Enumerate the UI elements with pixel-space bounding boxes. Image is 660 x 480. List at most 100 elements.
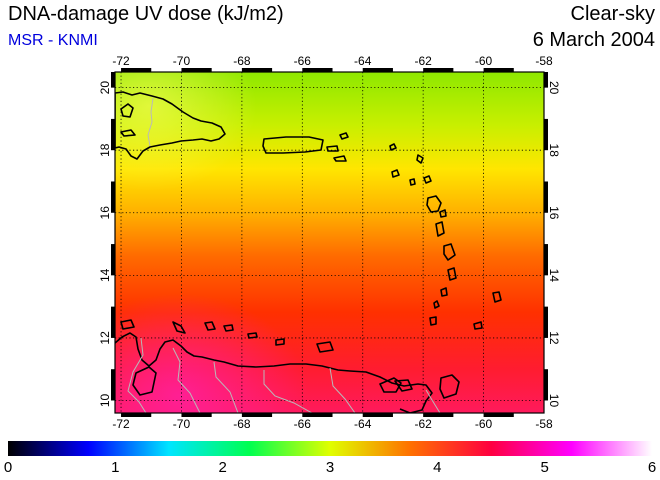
coastline-venezuela <box>115 332 433 413</box>
left-latitude-label: 18 <box>98 143 112 157</box>
island-saint-lucia <box>447 267 457 281</box>
right-latitude-label: 10 <box>547 394 561 408</box>
bottom-frame-check <box>423 413 454 417</box>
top-frame-check <box>241 68 273 72</box>
right-frame-check <box>544 244 548 276</box>
bottom-longitude-label: -58 <box>535 417 553 431</box>
left-latitude-label: 20 <box>98 81 112 95</box>
colorbar-tick-label: 1 <box>111 459 120 476</box>
island-barbuda <box>416 154 424 164</box>
island-barbados <box>492 291 502 303</box>
left-frame-check <box>111 118 115 151</box>
top-longitude-label: -68 <box>233 54 251 68</box>
top-longitude-label: -62 <box>414 54 432 68</box>
island-grenadines <box>433 300 440 309</box>
date-label: 6 March 2004 <box>532 29 655 51</box>
border-venezuela-states-3 <box>263 370 313 413</box>
top-frame-check <box>121 68 152 72</box>
left-latitude-label: 16 <box>98 206 112 220</box>
right-latitude-label: 18 <box>547 144 561 158</box>
bottom-frame-check <box>181 413 212 417</box>
colorbar-tick-label: 0 <box>3 459 13 476</box>
island-tobago <box>473 321 483 330</box>
right-frame-check <box>544 181 548 213</box>
bottom-longitude-label: -70 <box>173 417 191 431</box>
left-frame-check <box>111 306 115 338</box>
coastlines <box>115 91 502 413</box>
map-title: DNA-damage UV dose (kJ/m2) <box>8 3 284 25</box>
colorbar-tick-label: 5 <box>540 459 549 476</box>
uv-dose-colorbar <box>8 441 652 456</box>
island-martinique <box>443 243 456 261</box>
bottom-longitude-label: -64 <box>354 417 372 431</box>
colorbar-tick-label: 2 <box>218 459 227 476</box>
bottom-frame-check <box>483 413 514 417</box>
border-venezuela-states-2 <box>213 361 239 413</box>
map-frame-ticks <box>111 68 548 417</box>
left-frame-check <box>111 244 115 276</box>
left-latitude-label: 14 <box>98 268 112 282</box>
border-venezuela-states <box>172 347 201 413</box>
top-longitude-label: -60 <box>475 54 493 68</box>
bottom-frame-check <box>121 413 152 417</box>
left-frame-check <box>111 181 115 213</box>
right-latitude-label: 12 <box>547 331 561 345</box>
borders <box>127 97 441 413</box>
island-saint-vincent <box>440 287 448 297</box>
graticule <box>115 72 544 413</box>
left-frame-check <box>111 72 115 88</box>
colorbar-tick-label: 4 <box>433 459 442 476</box>
island-virgin-islands-north <box>339 132 349 140</box>
right-latitude-label: 20 <box>547 81 561 95</box>
island-la-orchila <box>247 332 258 339</box>
island-virgin-islands <box>333 155 347 162</box>
border-haiti-dominican-republic <box>147 97 154 147</box>
border-venezuela-states-4 <box>329 367 356 413</box>
producer-label: MSR - KNMI <box>8 32 98 49</box>
uv-dose-map: -72 -72 -70 -70 -68 -68 -66 -66 -64 -64 -62 -62 -60 -… <box>98 54 561 431</box>
island-bonaire <box>204 321 216 331</box>
right-frame-check <box>544 72 548 88</box>
left-latitude-label: 12 <box>98 331 112 345</box>
right-frame-check <box>544 369 548 401</box>
coastline-orinoco-delta <box>394 379 413 392</box>
left-frame-check <box>111 369 115 401</box>
island-antigua <box>423 175 432 184</box>
island-margarita <box>316 341 334 353</box>
island-gonave <box>120 129 136 137</box>
bottom-longitude-label: -68 <box>233 417 251 431</box>
top-longitude-label: -70 <box>173 54 191 68</box>
top-frame-check <box>302 68 333 72</box>
island-curacao <box>172 321 186 334</box>
colorbar-gradient <box>8 441 652 456</box>
right-latitude-label: 16 <box>547 206 561 220</box>
island-la-blanquilla <box>275 338 285 346</box>
coastline-paria-peninsula <box>379 377 402 393</box>
colorbar-tick-label: 6 <box>647 459 657 476</box>
bottom-longitude-label: -72 <box>112 417 130 431</box>
island-trinidad <box>439 374 460 399</box>
colorbar-tick-label: 3 <box>325 459 335 476</box>
bottom-longitude-label: -60 <box>475 417 493 431</box>
island-grenada <box>429 316 437 326</box>
coordinate-tick-labels: -72 -72 -70 -70 -68 -68 -66 -66 -64 -64 -62 -62 -60 -… <box>98 54 561 431</box>
coastline-puerto-rico <box>262 136 324 154</box>
top-longitude-label: -64 <box>354 54 372 68</box>
sky-condition-label: Clear-sky <box>570 3 655 25</box>
right-frame-check <box>544 118 548 151</box>
bottom-longitude-label: -66 <box>294 417 312 431</box>
bottom-frame-check <box>241 413 273 417</box>
coastline-hispaniola-northwest <box>120 103 134 118</box>
lake-maracaibo <box>132 366 157 396</box>
top-longitude-label: -58 <box>535 54 553 68</box>
coastline-hispaniola <box>115 91 226 160</box>
top-frame-check <box>423 68 454 72</box>
island-los-roques <box>223 324 234 332</box>
island-aruba <box>120 319 135 330</box>
island-anguilla <box>389 143 397 151</box>
bottom-longitude-label: -62 <box>414 417 432 431</box>
top-frame-check <box>362 68 393 72</box>
island-dominica <box>435 221 445 237</box>
bottom-frame-check <box>362 413 393 417</box>
right-frame-check <box>544 306 548 338</box>
